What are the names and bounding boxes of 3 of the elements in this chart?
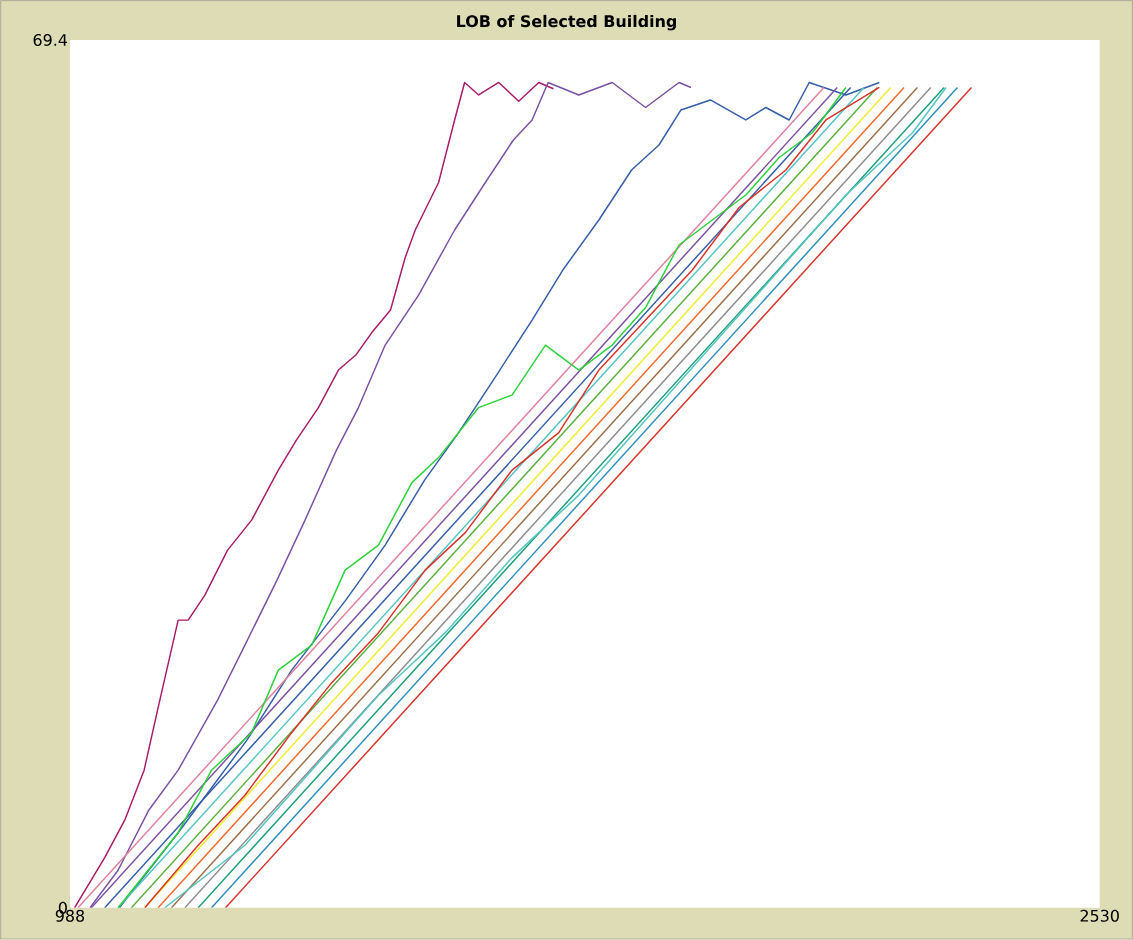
y-tick-label: 69.4: [33, 34, 68, 47]
chart-title: LOB of Selected Building: [457, 15, 676, 31]
x-tick-label: 2530: [1080, 909, 1119, 922]
